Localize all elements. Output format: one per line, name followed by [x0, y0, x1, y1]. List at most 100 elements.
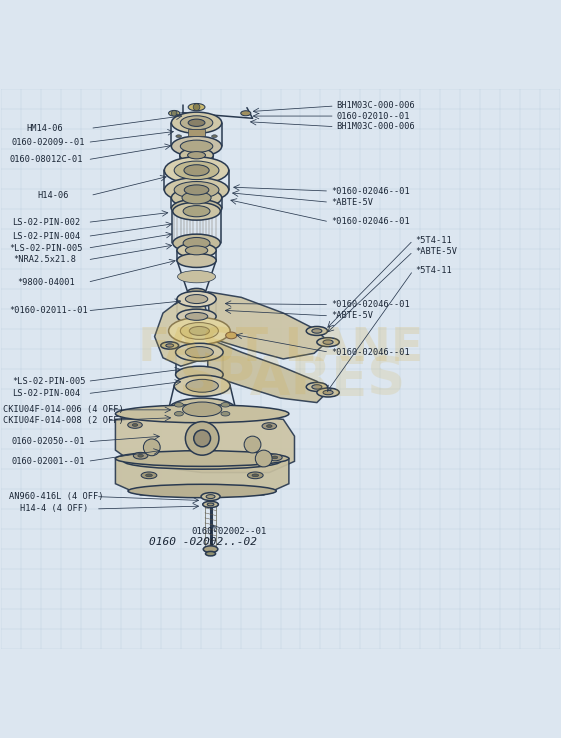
Text: *0160-02046--01: *0160-02046--01 [331, 187, 410, 196]
Ellipse shape [323, 390, 333, 395]
Ellipse shape [268, 454, 282, 461]
Ellipse shape [194, 430, 210, 446]
Text: HM14-06: HM14-06 [26, 124, 63, 133]
Text: *5T4-11: *5T4-11 [415, 266, 452, 275]
Ellipse shape [203, 546, 218, 553]
Text: CKIU04F-014-008 (2 OFF): CKIU04F-014-008 (2 OFF) [3, 416, 124, 425]
Ellipse shape [255, 450, 272, 467]
Ellipse shape [177, 271, 215, 283]
Text: *ABTE-5V: *ABTE-5V [415, 247, 457, 256]
Ellipse shape [201, 493, 220, 500]
Text: *ABTE-5V: *ABTE-5V [331, 198, 373, 207]
Ellipse shape [173, 202, 220, 220]
Ellipse shape [211, 135, 217, 137]
Ellipse shape [221, 402, 230, 407]
Text: BH1M03C-000-006: BH1M03C-000-006 [337, 102, 415, 111]
Ellipse shape [171, 188, 222, 207]
Ellipse shape [183, 206, 210, 217]
Ellipse shape [164, 157, 229, 184]
Ellipse shape [116, 405, 289, 423]
Text: FAST LANE: FAST LANE [138, 327, 423, 372]
Ellipse shape [186, 379, 218, 392]
Ellipse shape [205, 551, 215, 556]
Ellipse shape [317, 388, 339, 397]
Ellipse shape [171, 112, 222, 134]
Ellipse shape [168, 317, 230, 345]
Text: *0160-02011--01: *0160-02011--01 [9, 306, 88, 315]
Text: 0160-02010--01: 0160-02010--01 [337, 111, 410, 120]
Ellipse shape [221, 412, 230, 416]
Polygon shape [116, 458, 289, 495]
Ellipse shape [171, 199, 222, 218]
Text: BH1M03C-000-006: BH1M03C-000-006 [337, 123, 415, 131]
Ellipse shape [184, 165, 209, 176]
Ellipse shape [188, 103, 205, 111]
Ellipse shape [189, 326, 209, 336]
Text: *5T4-11: *5T4-11 [415, 235, 452, 245]
Ellipse shape [177, 292, 216, 307]
Ellipse shape [116, 451, 289, 466]
Ellipse shape [272, 456, 278, 459]
Ellipse shape [180, 140, 213, 153]
Ellipse shape [312, 328, 322, 333]
Ellipse shape [252, 474, 259, 477]
Ellipse shape [241, 111, 251, 116]
Text: 0160-02009--01: 0160-02009--01 [12, 138, 85, 147]
Ellipse shape [173, 234, 220, 252]
Ellipse shape [180, 148, 213, 162]
Ellipse shape [207, 503, 214, 506]
Ellipse shape [168, 111, 180, 116]
Ellipse shape [174, 375, 230, 396]
Text: LS-02-PIN-004: LS-02-PIN-004 [12, 232, 80, 241]
Polygon shape [155, 292, 210, 366]
Text: AN960-416L (4 OFF): AN960-416L (4 OFF) [9, 492, 104, 501]
Ellipse shape [177, 243, 216, 258]
Ellipse shape [182, 402, 222, 416]
Ellipse shape [247, 472, 263, 479]
Ellipse shape [166, 344, 173, 347]
Ellipse shape [323, 340, 333, 345]
Ellipse shape [168, 398, 236, 421]
Ellipse shape [176, 135, 181, 137]
Polygon shape [208, 292, 328, 359]
Ellipse shape [206, 494, 215, 499]
Ellipse shape [266, 424, 272, 427]
Text: H14-06: H14-06 [37, 191, 68, 200]
Ellipse shape [174, 412, 183, 416]
Text: H14-4 (4 OFF): H14-4 (4 OFF) [20, 504, 89, 514]
Ellipse shape [141, 472, 157, 479]
Ellipse shape [183, 238, 210, 249]
Ellipse shape [184, 185, 209, 195]
Text: 0160-02050--01: 0160-02050--01 [12, 437, 85, 446]
Ellipse shape [161, 342, 178, 349]
Ellipse shape [164, 178, 229, 202]
Text: *0160-02046--01: *0160-02046--01 [331, 217, 410, 227]
Ellipse shape [171, 137, 222, 156]
Ellipse shape [187, 289, 205, 295]
Text: *NRA2.5x21.8: *NRA2.5x21.8 [13, 255, 76, 264]
Ellipse shape [193, 104, 200, 111]
Ellipse shape [185, 312, 208, 320]
Text: *9800-04001: *9800-04001 [17, 277, 75, 287]
Ellipse shape [144, 439, 160, 456]
Ellipse shape [180, 157, 213, 169]
Ellipse shape [177, 253, 216, 267]
FancyBboxPatch shape [188, 129, 205, 137]
Text: LS-02-PIN-004: LS-02-PIN-004 [12, 389, 80, 398]
Text: *LS-02-PIN-005: *LS-02-PIN-005 [12, 377, 85, 386]
Ellipse shape [128, 484, 277, 497]
Ellipse shape [138, 455, 144, 457]
Ellipse shape [226, 332, 237, 339]
Ellipse shape [185, 421, 219, 455]
Text: *0160-02046--01: *0160-02046--01 [331, 348, 410, 356]
Ellipse shape [262, 423, 277, 430]
Ellipse shape [171, 111, 177, 116]
Ellipse shape [203, 501, 218, 508]
Ellipse shape [317, 338, 339, 347]
Ellipse shape [176, 343, 223, 361]
Ellipse shape [187, 151, 205, 159]
Ellipse shape [312, 384, 322, 389]
Polygon shape [116, 414, 295, 472]
Text: 0160-08012C-01: 0160-08012C-01 [9, 155, 82, 165]
Ellipse shape [180, 116, 213, 130]
